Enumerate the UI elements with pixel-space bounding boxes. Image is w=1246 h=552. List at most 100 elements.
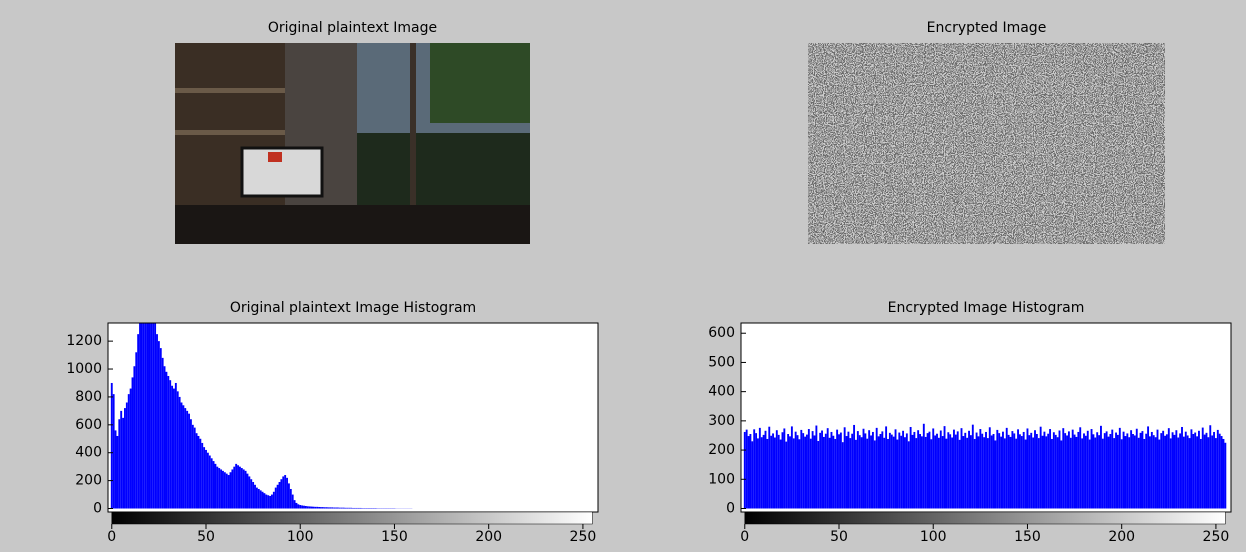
bar bbox=[1182, 436, 1185, 509]
bar bbox=[195, 433, 198, 509]
bar bbox=[231, 469, 234, 509]
bar bbox=[318, 506, 321, 509]
bar bbox=[163, 366, 166, 509]
bar bbox=[129, 388, 132, 509]
bar bbox=[122, 417, 125, 509]
y-tick-label: 800 bbox=[75, 389, 102, 405]
gray-strip bbox=[744, 511, 1226, 525]
bar bbox=[182, 405, 185, 509]
bar bbox=[762, 434, 765, 509]
bar bbox=[971, 424, 974, 509]
x-tick-label: 0 bbox=[107, 529, 116, 545]
bar bbox=[1062, 428, 1065, 509]
bar bbox=[758, 427, 761, 509]
bar bbox=[1092, 434, 1095, 509]
x-tick-label: 50 bbox=[197, 529, 215, 545]
bar bbox=[255, 487, 258, 509]
bar bbox=[990, 435, 993, 509]
bar bbox=[1028, 435, 1031, 509]
bar bbox=[798, 439, 801, 509]
gray-strip bbox=[111, 511, 593, 525]
bar bbox=[1039, 426, 1042, 509]
bar bbox=[118, 419, 121, 509]
bar bbox=[303, 505, 305, 509]
bar bbox=[161, 357, 164, 509]
bar bbox=[815, 425, 818, 509]
bar bbox=[208, 455, 211, 509]
bar bbox=[159, 348, 162, 509]
bar bbox=[176, 391, 179, 509]
encrypted-image bbox=[808, 43, 1165, 244]
bar bbox=[1037, 438, 1040, 509]
bar bbox=[338, 507, 341, 509]
bar bbox=[1077, 431, 1080, 509]
bar bbox=[127, 394, 130, 509]
bar bbox=[947, 432, 950, 509]
bar bbox=[1173, 434, 1176, 509]
bar bbox=[1167, 428, 1170, 509]
bar bbox=[904, 437, 906, 509]
bar bbox=[150, 323, 153, 509]
bar bbox=[1073, 434, 1076, 509]
bar bbox=[836, 429, 839, 509]
bar bbox=[1003, 438, 1006, 509]
bar bbox=[905, 433, 908, 509]
bar bbox=[873, 440, 876, 509]
bar bbox=[1165, 434, 1168, 509]
bar bbox=[1064, 433, 1067, 509]
bar bbox=[817, 441, 820, 509]
bar bbox=[1126, 433, 1129, 509]
bar bbox=[862, 428, 865, 509]
bar bbox=[344, 507, 347, 509]
y-tick-label: 200 bbox=[708, 442, 735, 458]
bar bbox=[1160, 433, 1163, 509]
bar bbox=[913, 431, 916, 509]
bar bbox=[855, 439, 857, 509]
bar bbox=[287, 483, 290, 509]
bar bbox=[342, 507, 345, 509]
bar bbox=[233, 466, 236, 509]
bar bbox=[885, 426, 888, 509]
bar bbox=[958, 439, 961, 509]
bar bbox=[316, 506, 319, 509]
bar bbox=[858, 435, 861, 509]
x-tick-label: 50 bbox=[830, 529, 848, 545]
bar bbox=[265, 494, 268, 509]
bars bbox=[743, 423, 1227, 509]
y-tick-label: 500 bbox=[708, 354, 735, 370]
bar bbox=[216, 466, 219, 509]
bar bbox=[112, 394, 115, 509]
bar bbox=[244, 470, 247, 509]
bar bbox=[210, 458, 213, 509]
bar bbox=[1116, 434, 1119, 509]
bar bbox=[749, 434, 752, 509]
bar bbox=[1137, 437, 1140, 509]
bar bbox=[193, 427, 196, 509]
bar bbox=[838, 434, 840, 509]
bar bbox=[1035, 434, 1038, 509]
bar bbox=[743, 431, 746, 509]
bar bbox=[276, 484, 279, 509]
bar bbox=[888, 432, 891, 509]
bar bbox=[191, 424, 194, 509]
bar bbox=[1164, 435, 1166, 509]
bar bbox=[1196, 436, 1199, 509]
bar bbox=[849, 438, 852, 509]
bar bbox=[1122, 431, 1125, 509]
bar bbox=[1175, 430, 1178, 509]
bar bbox=[988, 427, 991, 509]
bar bbox=[1145, 433, 1148, 509]
original-image bbox=[175, 43, 530, 244]
bar bbox=[941, 436, 944, 509]
bar bbox=[804, 436, 807, 509]
bar bbox=[783, 428, 786, 509]
bar bbox=[1060, 440, 1063, 509]
bar bbox=[981, 433, 984, 509]
bar bbox=[870, 435, 872, 509]
x-tick-label: 250 bbox=[1203, 529, 1230, 545]
bar bbox=[133, 366, 136, 509]
bar bbox=[953, 429, 955, 509]
bar bbox=[986, 438, 989, 509]
bar bbox=[934, 435, 937, 509]
bar bbox=[1018, 434, 1021, 509]
